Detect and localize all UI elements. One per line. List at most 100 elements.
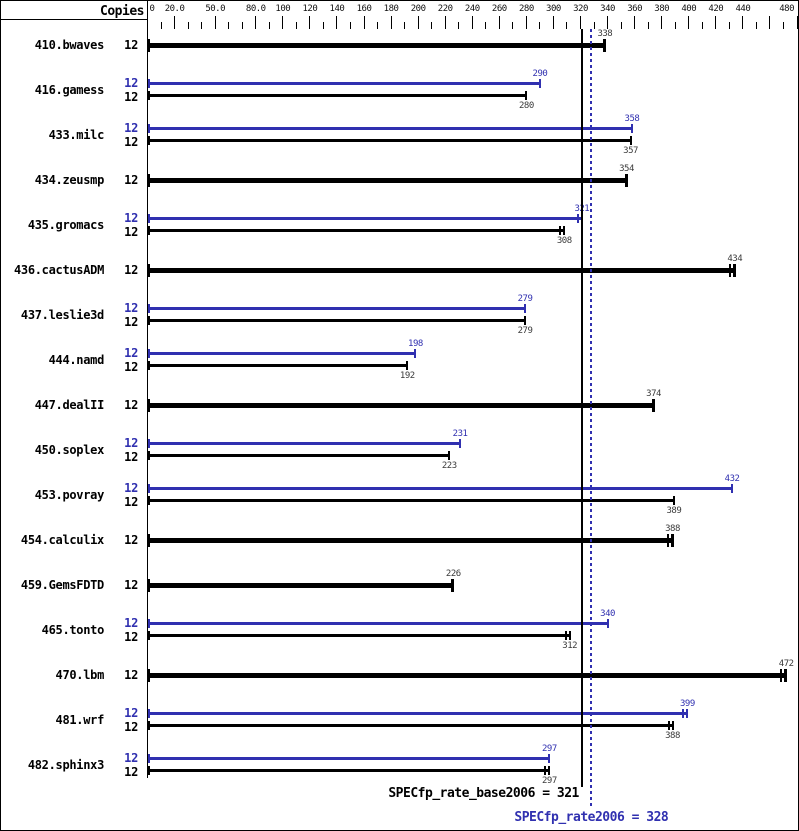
- base-value-label: 279: [517, 326, 533, 336]
- peak-bar: [148, 712, 688, 715]
- benchmark-label: 447.dealII: [34, 398, 105, 412]
- bar-start-cap: [148, 136, 150, 145]
- axis-major-tick: [742, 16, 744, 29]
- base-bar: [148, 499, 674, 502]
- benchmark-label: 481.wrf: [55, 713, 105, 727]
- peak-value-label: 340: [600, 609, 615, 619]
- copies-value: 12: [124, 630, 138, 644]
- copies-value: 12: [124, 346, 138, 360]
- axis-tick-label: 300: [546, 4, 561, 14]
- peak-value-label: 432: [724, 474, 740, 484]
- base-value-label: 308: [556, 236, 572, 246]
- bar-start-cap: [148, 578, 150, 592]
- peak-bar: [148, 487, 733, 490]
- bar-start-cap: [148, 349, 150, 358]
- peak-bar: [148, 442, 461, 445]
- bar-end-cap: [548, 754, 551, 763]
- base-bar: [148, 582, 454, 588]
- benchmark-label: 444.namd: [48, 353, 105, 367]
- base-bar: [148, 94, 527, 97]
- axis-tick-label: 280: [518, 4, 534, 14]
- benchmark-label: 454.calculix: [20, 533, 104, 547]
- axis-minor-tick: [755, 22, 757, 29]
- axis-minor-tick: [160, 22, 162, 29]
- base-value-label: 226: [445, 569, 461, 579]
- bar-end-cap: [784, 668, 788, 682]
- copies-value: 12: [124, 301, 138, 315]
- benchmark-label: 410.bwaves: [34, 38, 105, 52]
- axis-tick-label: 380: [654, 4, 670, 14]
- axis-tick-label: 0: [149, 4, 155, 14]
- axis-tick-label: 420: [708, 4, 724, 14]
- bar-end-cap-second: [667, 721, 670, 730]
- bar-end-cap: [524, 316, 527, 325]
- copies-value: 12: [124, 481, 138, 495]
- axis-minor-tick: [674, 22, 676, 29]
- bar-start-cap: [148, 631, 150, 640]
- axis-major-tick: [214, 16, 216, 29]
- axis-tick-label: 140: [329, 4, 345, 14]
- axis-minor-tick: [539, 22, 541, 29]
- copies-value: 12: [124, 532, 138, 547]
- base-bar: [148, 42, 605, 48]
- axis-minor-tick: [295, 22, 297, 29]
- base-bar: [148, 634, 570, 637]
- base-mean-line: [580, 29, 583, 787]
- base-bar: [148, 724, 673, 727]
- benchmark-label: 436.cactusADM: [13, 263, 104, 277]
- copies-value: 12: [124, 76, 138, 90]
- benchmark-label: 416.gamess: [34, 83, 105, 97]
- copies-value: 12: [124, 37, 138, 52]
- bar-start-cap: [148, 226, 150, 235]
- header-divider: [1, 19, 147, 20]
- axis-minor-tick: [228, 22, 230, 29]
- benchmark-label: 482.sphinx3: [27, 758, 104, 772]
- copies-value: 12: [124, 450, 138, 464]
- base-value-label: 389: [666, 506, 682, 516]
- copies-value: 12: [124, 315, 138, 329]
- copies-value: 12: [124, 436, 138, 450]
- peak-bar: [148, 757, 550, 760]
- axis-minor-tick: [431, 22, 433, 29]
- bar-end-cap: [538, 79, 541, 88]
- peak-mean-line: [590, 29, 593, 807]
- base-value-label: 297: [541, 776, 557, 786]
- axis-minor-tick: [377, 22, 379, 29]
- base-bar: [148, 672, 787, 678]
- axis-minor-tick: [566, 22, 568, 29]
- bar-end-cap: [525, 91, 528, 100]
- axis-major-tick: [255, 16, 257, 29]
- axis-tick-label: 260: [491, 4, 507, 14]
- axis-major-tick: [634, 16, 636, 29]
- axis-major-tick: [525, 16, 527, 29]
- benchmark-label: 453.povray: [34, 488, 105, 502]
- axis-major-tick: [688, 16, 690, 29]
- axis-minor-tick: [404, 22, 406, 29]
- copies-value: 12: [124, 397, 138, 412]
- copies-value: 12: [124, 121, 138, 135]
- bar-start-cap: [148, 721, 150, 730]
- copies-value: 12: [124, 262, 138, 277]
- axis-major-tick: [309, 16, 311, 29]
- axis-tick-label: 320: [573, 4, 588, 14]
- base-value-label: 280: [518, 101, 534, 111]
- bar-start-cap: [148, 668, 150, 682]
- benchmark-label: 470.lbm: [55, 668, 105, 682]
- bar-end-cap: [524, 304, 527, 313]
- bar-end-cap-second: [564, 631, 567, 640]
- bar-end-cap: [670, 533, 674, 547]
- bar-end-cap-second: [728, 263, 731, 277]
- bar-end-cap: [459, 439, 462, 448]
- axis-major-tick: [390, 16, 392, 29]
- bar-end-cap: [448, 451, 451, 460]
- bar-start-cap: [148, 709, 150, 718]
- bar-start-cap: [148, 361, 150, 370]
- bar-start-cap: [148, 496, 150, 505]
- axis-minor-tick: [485, 22, 487, 29]
- axis-minor-tick: [201, 22, 203, 29]
- axis-minor-tick: [268, 22, 270, 29]
- bar-start-cap: [148, 398, 150, 412]
- axis-minor-tick: [701, 22, 703, 29]
- bar-end-cap-second: [682, 709, 685, 718]
- base-value-label: 434: [727, 254, 743, 264]
